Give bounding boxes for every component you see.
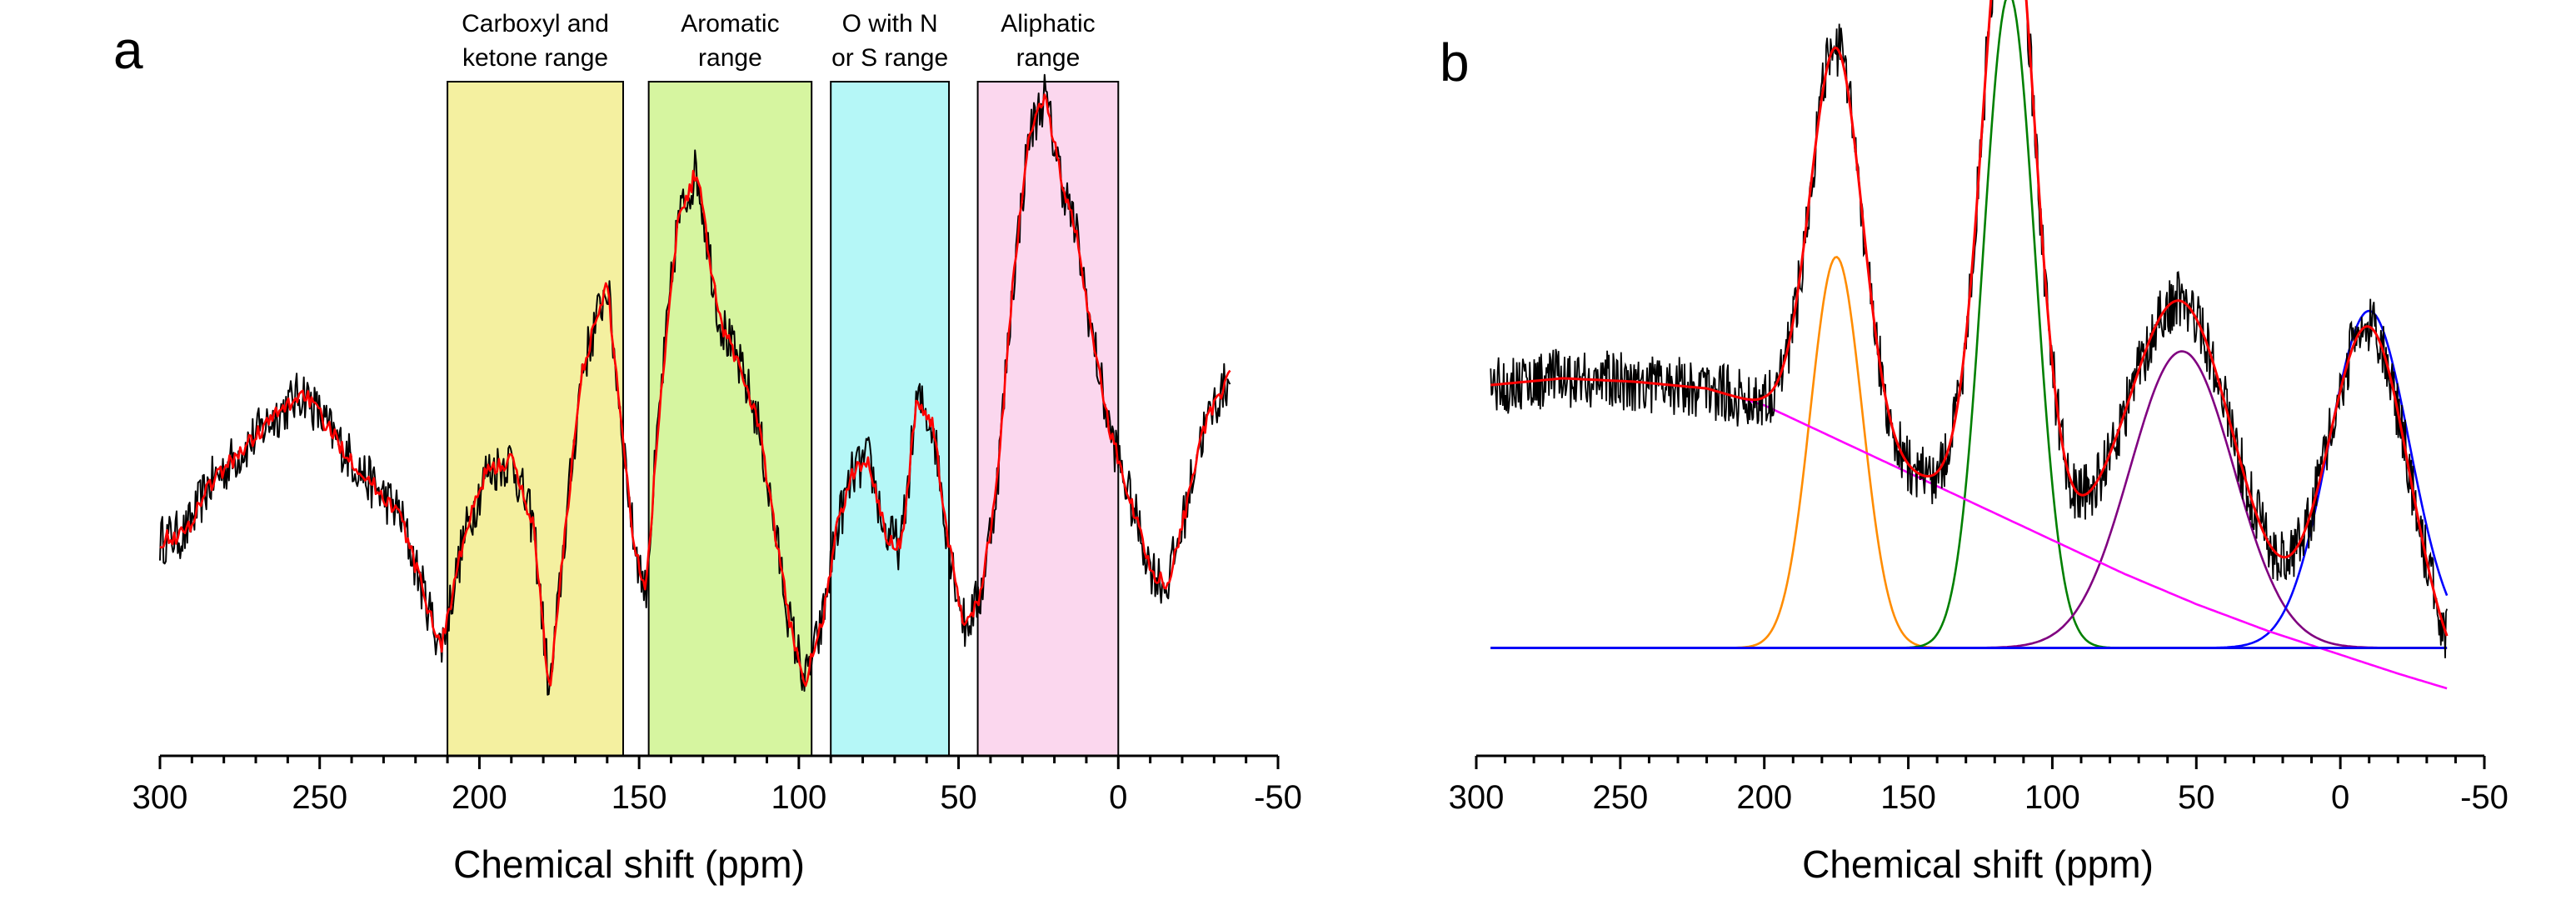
band-label-aliphatic: range [1016,44,1081,72]
panel-a: a Carboxyl and ketone range Aromatic range O… [113,10,1302,886]
panel-b-tick-label: 0 [2331,779,2349,816]
panel-a-tick-label: 100 [771,779,826,816]
series-fit-envelope [1490,0,2449,637]
band-label-o-with-n-or-s: O with N [842,10,938,38]
panel-b-x-label: Chemical shift (ppm) [1802,842,2154,886]
panel-b-tick-label: 100 [2024,779,2080,816]
panel-b-series [1490,0,2449,690]
panel-a-tick-label: -50 [1254,779,1302,816]
series-smoothed [159,93,1231,688]
panel-b-letter: b [1440,32,1470,92]
panel-a-tick-label: 250 [292,779,347,816]
panel-a-series [159,73,1231,696]
band-label-aliphatic: Aliphatic [1001,10,1095,38]
panel-b-tick-label: 300 [1449,779,1505,816]
band-carboxyl-ketone [447,81,624,757]
panel-a-tick-label: 300 [132,779,188,816]
panel-a-letter: a [113,20,143,80]
band-label-carboxyl-ketone: Carboxyl and [462,10,609,38]
panel-a-tick-label: 200 [452,779,507,816]
band-aliphatic [976,81,1120,757]
panel-a-tick-label: 150 [612,779,667,816]
panel-b-x-axis: 300 250 200 150 100 50 0 -50 [1449,754,2509,816]
panel-b: b 300 250 200 150 100 50 0 -50 Chemical shift (… [1440,0,2509,886]
panel-a-x-label: Chemical shift (ppm) [453,842,805,886]
panel-b-tick-label: -50 [2460,779,2509,816]
panel-b-tick-label: 50 [2178,779,2215,816]
band-label-carboxyl-ketone: ketone range [462,44,608,72]
panel-a-tick-label: 50 [940,779,977,816]
panel-b-tick-label: 250 [1592,779,1648,816]
fit-peak-neg10 [1490,309,2449,649]
panel-a-x-axis: 300 250 200 150 100 50 0 -50 [132,754,1302,816]
panel-b-tick-label: 200 [1736,779,1792,816]
band-aromatic [647,81,813,757]
band-label-o-with-n-or-s: or S range [831,44,948,72]
band-label-aromatic: Aromatic [681,10,779,38]
band-label-aromatic: range [698,44,762,72]
panel-a-tick-label: 0 [1109,779,1127,816]
panel-b-tick-label: 150 [1880,779,1936,816]
panel-a-bands: Carboxyl and ketone range Aromatic range O w… [447,10,1120,757]
